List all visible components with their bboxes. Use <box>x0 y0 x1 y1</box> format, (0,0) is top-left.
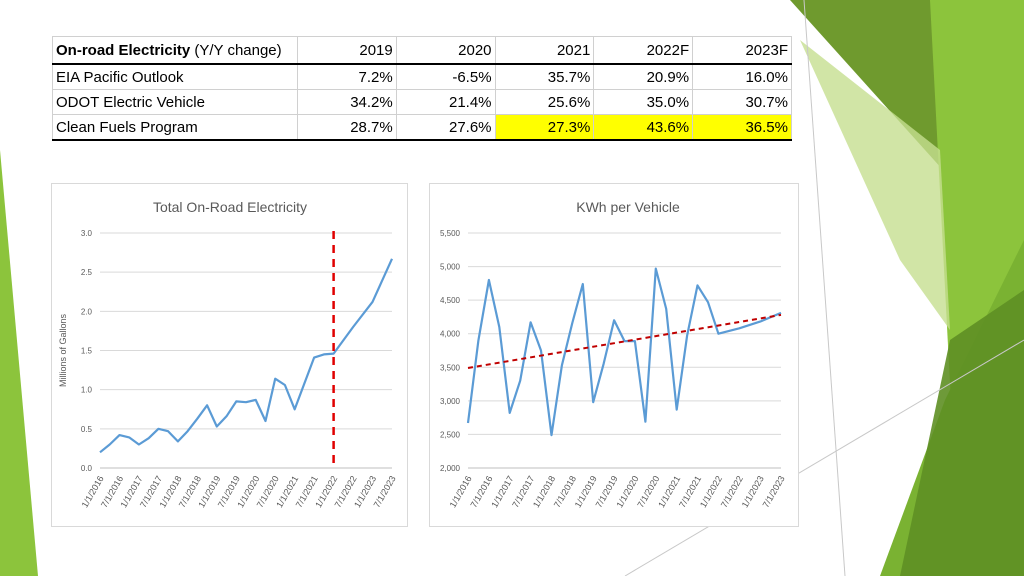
y-tick-label: 5,000 <box>440 263 461 272</box>
table-cell: 27.6% <box>395 114 496 141</box>
table-cell: 21.4% <box>395 89 496 115</box>
table-cell: 35.0% <box>593 89 694 115</box>
row-label: ODOT Electric Vehicle <box>52 89 298 115</box>
y-axis-label: Millions of Gallons <box>58 313 68 387</box>
y-tick-label: 3,000 <box>440 397 461 406</box>
series-line <box>466 267 782 437</box>
row-label: Clean Fuels Program <box>52 114 298 141</box>
table-cell: 7.2% <box>296 63 397 90</box>
decor-line <box>803 0 846 576</box>
y-tick-label: 4,000 <box>440 330 461 339</box>
header-rest-text: (Y/Y change) <box>190 41 282 59</box>
table-cell: 16.0% <box>692 63 792 90</box>
table-cell-highlighted: 36.5% <box>692 114 792 141</box>
y-tick-label: 1.0 <box>81 386 93 395</box>
y-tick-label: 3,500 <box>440 363 461 372</box>
table-header-row: On-road Electricity (Y/Y change) 2019 20… <box>52 36 792 65</box>
decor-shape-middle-light <box>800 40 950 330</box>
yoy-change-table: On-road Electricity (Y/Y change) 2019 20… <box>52 36 792 141</box>
header-bold-text: On-road Electricity <box>56 41 191 59</box>
table-cell: 20.9% <box>593 63 694 90</box>
year-header: 2022F <box>593 36 694 65</box>
table-cell-highlighted: 27.3% <box>494 114 595 141</box>
table-cell: 35.7% <box>494 63 595 90</box>
y-tick-label: 5,500 <box>440 229 461 238</box>
table-row: ODOT Electric Vehicle 34.2% 21.4% 25.6% … <box>52 89 792 115</box>
decor-line <box>624 339 1024 576</box>
trend-line <box>467 313 782 369</box>
table-cell: 30.7% <box>692 89 792 115</box>
decor-shape-bottom-dark <box>900 290 1024 576</box>
chart-title: Total On-Road Electricity <box>153 199 307 215</box>
total-electricity-chart: Total On-Road Electricity 0.0 0.5 1.0 1.5 2.0… <box>51 183 408 527</box>
y-tick-label: 0.0 <box>81 464 93 473</box>
series-line <box>99 258 394 454</box>
total-electricity-chart-svg: Total On-Road Electricity 0.0 0.5 1.0 1.5 2.0… <box>58 199 398 509</box>
y-tick-label: 2.0 <box>81 307 93 316</box>
y-tick-label: 4,500 <box>440 296 461 305</box>
y-tick-label: 2,500 <box>440 430 461 439</box>
table-row: EIA Pacific Outlook 7.2% -6.5% 35.7% 20.… <box>52 63 792 90</box>
kwh-per-vehicle-chart-svg: KWh per Vehicle 2,000 2,500 3,000 3,500 4,000… <box>440 199 787 509</box>
y-tick-label: 2,000 <box>440 464 461 473</box>
table-header-label: On-road Electricity (Y/Y change) <box>52 36 298 65</box>
kwh-per-vehicle-chart: KWh per Vehicle 2,000 2,500 3,000 3,500 4,000… <box>429 183 799 527</box>
table-cell: -6.5% <box>395 63 496 90</box>
y-tick-label: 0.5 <box>81 425 93 434</box>
y-tick-label: 2.5 <box>81 268 93 277</box>
year-header: 2020 <box>395 36 496 65</box>
table-cell: 34.2% <box>296 89 397 115</box>
table-row: Clean Fuels Program 28.7% 27.6% 27.3% 43… <box>52 114 792 141</box>
table-cell: 28.7% <box>296 114 397 141</box>
year-header: 2019 <box>296 36 397 65</box>
table-cell: 25.6% <box>494 89 595 115</box>
y-tick-label: 3.0 <box>81 229 93 238</box>
table-cell-highlighted: 43.6% <box>593 114 694 141</box>
y-tick-label: 1.5 <box>81 347 93 356</box>
chart-title: KWh per Vehicle <box>576 199 680 215</box>
decor-shape-left-corner <box>0 150 38 576</box>
year-header: 2023F <box>692 36 792 65</box>
row-label: EIA Pacific Outlook <box>52 63 298 90</box>
year-header: 2021 <box>494 36 595 65</box>
